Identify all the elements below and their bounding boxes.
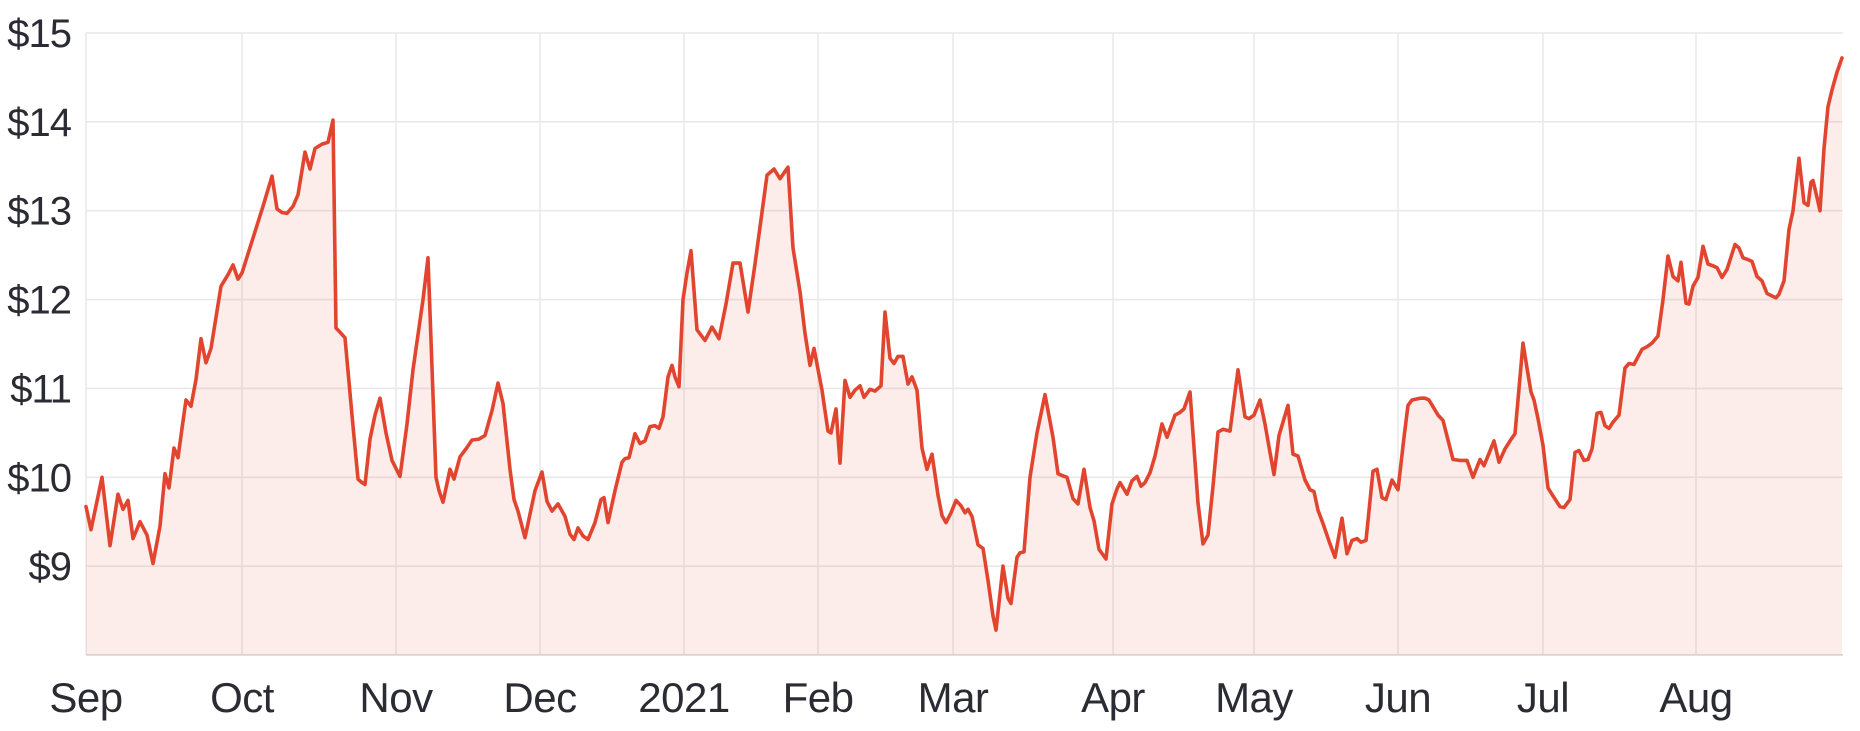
y-axis-label-usd11: $11: [10, 367, 71, 411]
series-layer: [84, 56, 1844, 655]
x-axis-label-oct: Oct: [210, 674, 275, 721]
x-axis-label-sep: Sep: [49, 674, 122, 721]
x-axis-label-jun: Jun: [1365, 674, 1431, 721]
price-line: [84, 56, 1844, 632]
grid-layer: [85, 32, 1843, 656]
y-axis-label-usd10: $10: [7, 456, 71, 500]
x-axis-label-jul: Jul: [1517, 674, 1569, 721]
x-axis-label-feb: Feb: [783, 674, 854, 721]
x-axis-label-aug: Aug: [1659, 674, 1732, 721]
y-axis-label-usd15: $15: [7, 12, 71, 56]
x-axis-label-apr: Apr: [1081, 674, 1145, 721]
y-axis-label-usd9: $9: [29, 545, 72, 589]
x-axis-label-2021: 2021: [638, 674, 729, 721]
y-axis-label-usd14: $14: [7, 101, 71, 145]
x-axis-label-nov: Nov: [359, 674, 433, 721]
y-axis-label-usd13: $13: [7, 190, 71, 234]
x-axis-label-may: May: [1215, 674, 1293, 721]
axis-label-layer: $15 $14 $13 $12 $11 $10 $9 Sep Oct Nov Dec 2021 Feb M…: [7, 12, 1733, 721]
x-axis-label-dec: Dec: [503, 674, 576, 721]
y-axis-label-usd12: $12: [7, 279, 71, 323]
price-area-fill: [86, 57, 1842, 655]
x-axis-label-mar: Mar: [918, 674, 989, 721]
